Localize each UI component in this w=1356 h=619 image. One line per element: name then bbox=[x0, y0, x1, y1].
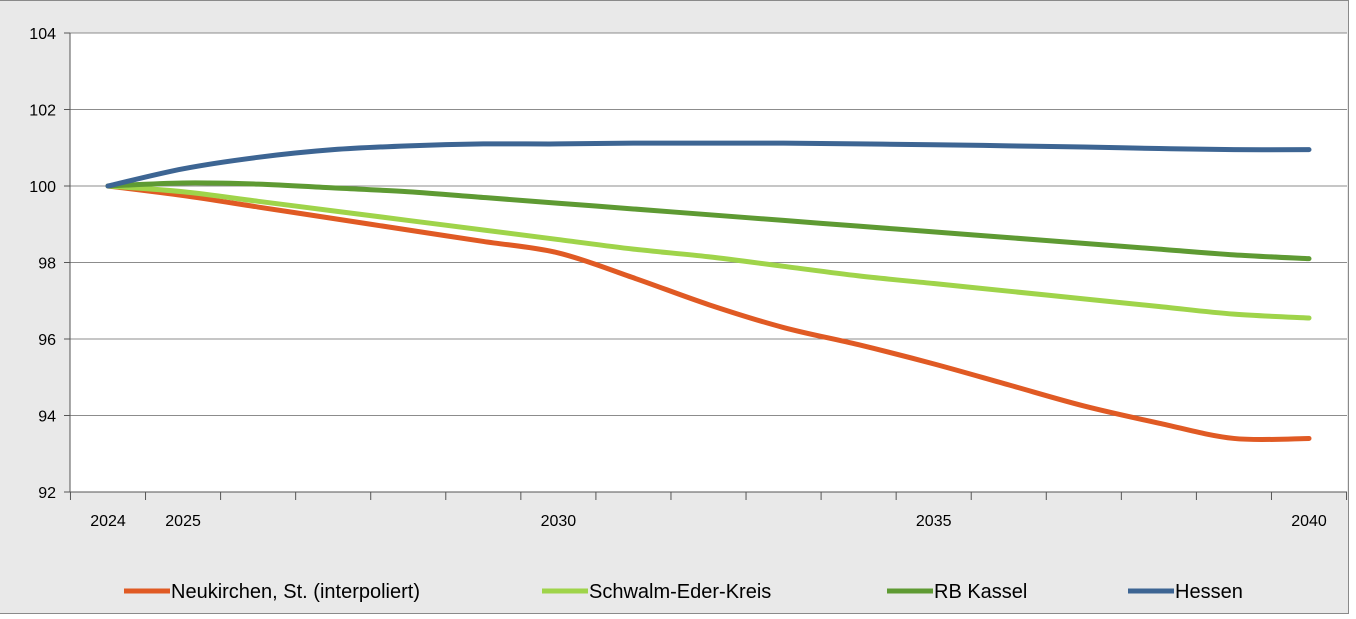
legend-label-3: Hessen bbox=[1175, 581, 1243, 603]
y-tick-label: 98 bbox=[38, 256, 56, 273]
y-tick-label: 96 bbox=[38, 332, 56, 349]
legend-label-1: Schwalm-Eder-Kreis bbox=[589, 581, 771, 603]
y-tick-label: 100 bbox=[29, 179, 56, 196]
series-line-0 bbox=[105, 183, 1312, 443]
axes: 92 94 96 98 100 102 104 2024 2025 2030 2035 2040 bbox=[29, 26, 1348, 530]
series-line-1 bbox=[105, 183, 1312, 321]
x-tick-label: 2024 bbox=[90, 513, 126, 530]
series-lines bbox=[105, 140, 1312, 443]
x-tick-label: 2040 bbox=[1291, 513, 1327, 530]
x-tick-label: 2035 bbox=[916, 513, 952, 530]
y-tick-label: 92 bbox=[38, 485, 56, 502]
series-line-3 bbox=[105, 140, 1312, 189]
y-tick-label: 102 bbox=[29, 103, 56, 120]
x-tick-label: 2025 bbox=[165, 513, 201, 530]
gridlines bbox=[70, 32, 1347, 492]
y-tick-label: 94 bbox=[38, 409, 56, 426]
y-tick-label: 104 bbox=[29, 26, 56, 43]
legend-label-0: Neukirchen, St. (interpoliert) bbox=[171, 581, 420, 603]
series-line-2 bbox=[105, 180, 1312, 262]
legend: Neukirchen, St. (interpoliert) Schwalm-Ed… bbox=[124, 581, 1243, 603]
x-tick-label: 2030 bbox=[541, 513, 577, 530]
legend-label-2: RB Kassel bbox=[934, 581, 1027, 603]
